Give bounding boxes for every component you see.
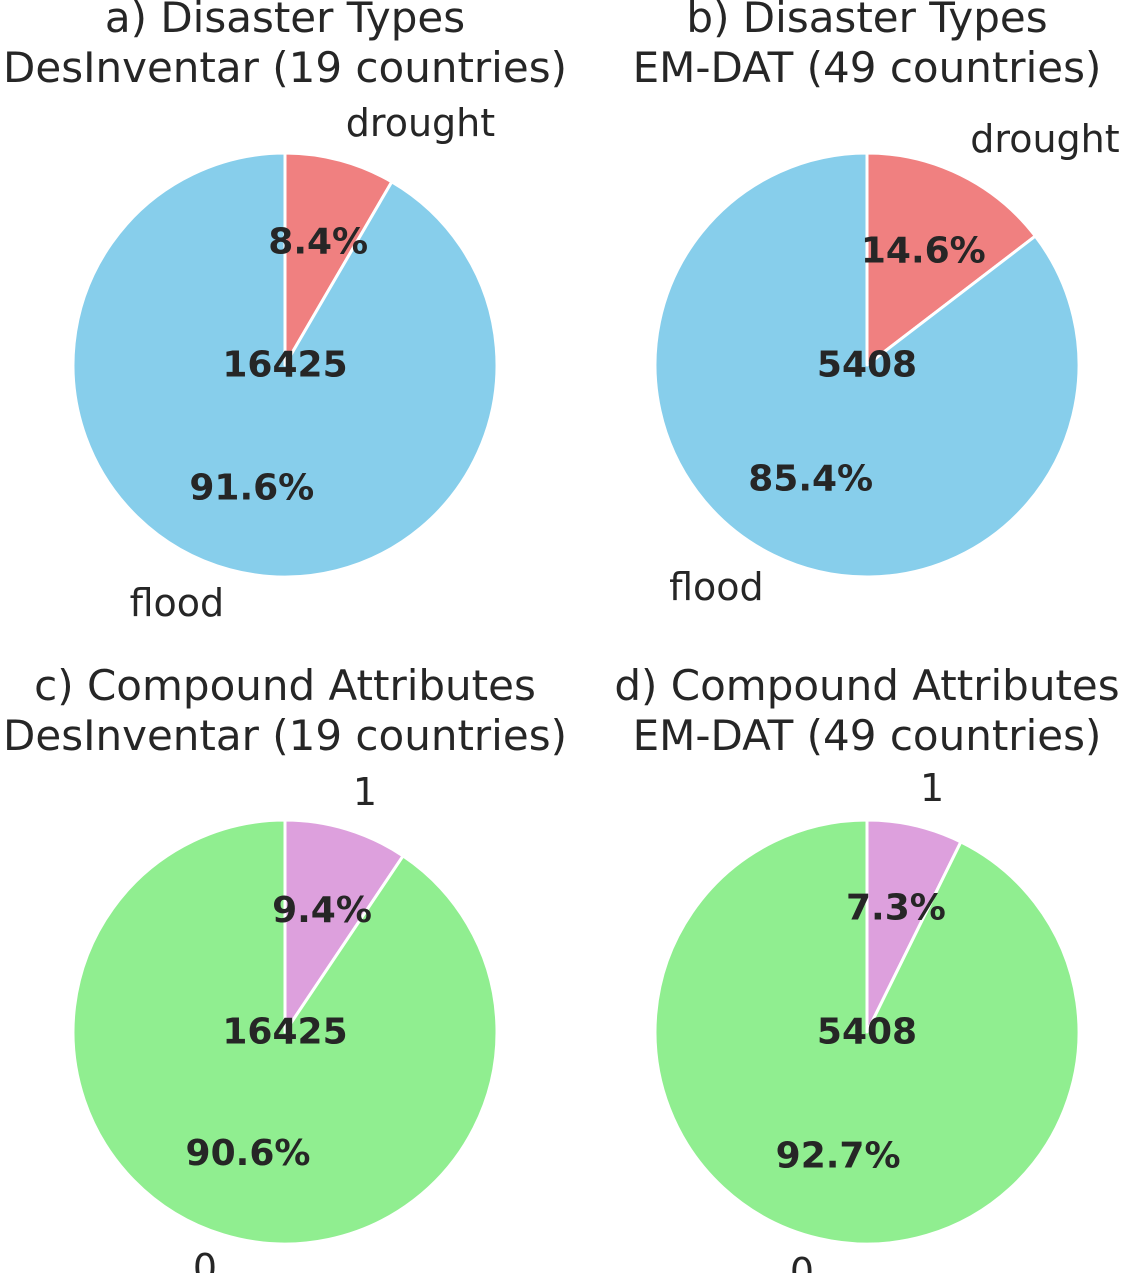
slice-category-label: 1 xyxy=(920,766,944,810)
chart-title-line2: DesInventar (19 countries) xyxy=(3,43,567,92)
pie-slice-0 xyxy=(71,818,499,1246)
pie-slice-0 xyxy=(653,818,1081,1246)
pie-total-label: 5408 xyxy=(817,345,917,386)
slice-category-label: 1 xyxy=(353,770,377,814)
slice-category-label: flood xyxy=(669,565,764,609)
chart-title-line2: DesInventar (19 countries) xyxy=(3,711,567,760)
chart-title-line2: EM-DAT (49 countries) xyxy=(633,711,1102,760)
pie-slice-drought xyxy=(865,151,1037,367)
slice-percent-label: 90.6% xyxy=(186,1133,311,1174)
slice-percent-label: 92.7% xyxy=(776,1135,901,1176)
slice-category-label: drought xyxy=(346,101,495,145)
slice-percent-label: 8.4% xyxy=(268,222,368,263)
chart-title-line1: d) Compound Attributes xyxy=(614,661,1119,710)
pie-slice-1 xyxy=(283,818,405,1034)
slice-category-label: 0 xyxy=(790,1250,814,1273)
slice-percent-label: 91.6% xyxy=(189,467,314,508)
chart-title-line1: a) Disaster Types xyxy=(105,0,465,42)
pie-slice-1 xyxy=(865,818,963,1034)
pie-slice-flood xyxy=(653,151,1081,579)
slice-category-label: drought xyxy=(970,117,1119,161)
pie-total-label: 5408 xyxy=(817,1012,917,1053)
slice-percent-label: 9.4% xyxy=(272,890,372,931)
pie-total-label: 16425 xyxy=(222,345,347,386)
pie-slice-flood xyxy=(71,151,499,579)
chart-title-line2: EM-DAT (49 countries) xyxy=(633,43,1102,92)
chart-title-line1: c) Compound Attributes xyxy=(34,661,536,710)
slice-category-label: flood xyxy=(130,581,225,625)
slice-percent-label: 85.4% xyxy=(748,459,873,500)
slice-category-label: 0 xyxy=(193,1246,217,1273)
pie-total-label: 16425 xyxy=(222,1012,347,1053)
chart-title-line1: b) Disaster Types xyxy=(686,0,1047,42)
pie-slice-drought xyxy=(283,151,394,367)
slice-percent-label: 14.6% xyxy=(861,230,986,271)
slice-percent-label: 7.3% xyxy=(846,888,946,929)
